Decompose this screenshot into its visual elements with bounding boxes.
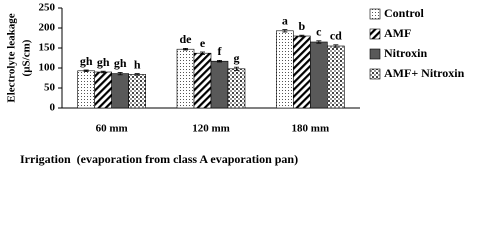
legend-swatch	[369, 48, 381, 60]
significance-letter: e	[200, 36, 206, 50]
bar	[327, 45, 345, 109]
y-tick-label: 250	[39, 2, 56, 14]
bar	[94, 71, 112, 109]
significance-letter: gh	[97, 55, 110, 69]
y-axis-label: (µS/cm)	[21, 39, 33, 76]
significance-letter: b	[298, 19, 305, 33]
legend-swatch	[369, 8, 381, 20]
bar	[111, 73, 129, 109]
error-bar	[299, 34, 305, 38]
error-bar	[83, 69, 89, 72]
significance-letter: de	[180, 32, 193, 46]
y-tick-label: 50	[44, 82, 56, 94]
error-bar	[100, 70, 106, 74]
error-bar	[200, 51, 205, 55]
bar	[227, 68, 246, 109]
error-bar	[134, 73, 140, 76]
error-bar	[282, 29, 288, 33]
y-tick-label: 100	[39, 62, 56, 74]
significance-letter: f	[218, 44, 223, 58]
significance-letter: g	[234, 51, 240, 65]
bar	[310, 41, 328, 109]
significance-letter: c	[316, 25, 322, 39]
bar	[276, 30, 294, 109]
error-bar	[183, 48, 188, 51]
legend-swatch	[369, 28, 381, 40]
significance-letter: gh	[80, 54, 93, 68]
bar	[77, 70, 95, 109]
x-tick-label: 180 mm	[292, 123, 330, 135]
error-bar	[234, 66, 239, 71]
significance-letter: gh	[114, 56, 127, 70]
significance-letter: cd	[330, 29, 342, 43]
error-bar	[117, 72, 123, 76]
bar	[128, 74, 146, 109]
bar	[176, 48, 195, 109]
legend-label: AMF+ Nitroxin	[384, 66, 465, 80]
x-tick-label: 120 mm	[192, 123, 230, 135]
legend-label: Nitroxin	[384, 46, 427, 60]
y-tick-label: 0	[50, 102, 56, 114]
error-bar	[333, 44, 339, 48]
error-bar	[316, 40, 322, 44]
x-axis-label: Irrigation (evaporation from class A eva…	[20, 152, 298, 166]
y-tick-label: 150	[39, 42, 56, 54]
bar	[293, 35, 311, 109]
y-axis-label: Electrolyte leakage	[6, 13, 18, 102]
y-tick-label: 200	[39, 22, 56, 34]
bar	[210, 60, 229, 109]
bar	[193, 52, 212, 109]
significance-letter: a	[282, 13, 288, 27]
legend-swatch	[369, 68, 381, 80]
legend-label: AMF	[384, 26, 411, 40]
significance-letter: h	[134, 57, 141, 71]
chart: Electrolyte leakage (µS/cm) Irrigation (…	[6, 2, 465, 166]
x-tick-label: 60 mm	[96, 123, 128, 135]
error-bar	[217, 60, 222, 63]
legend-label: Control	[384, 6, 424, 20]
